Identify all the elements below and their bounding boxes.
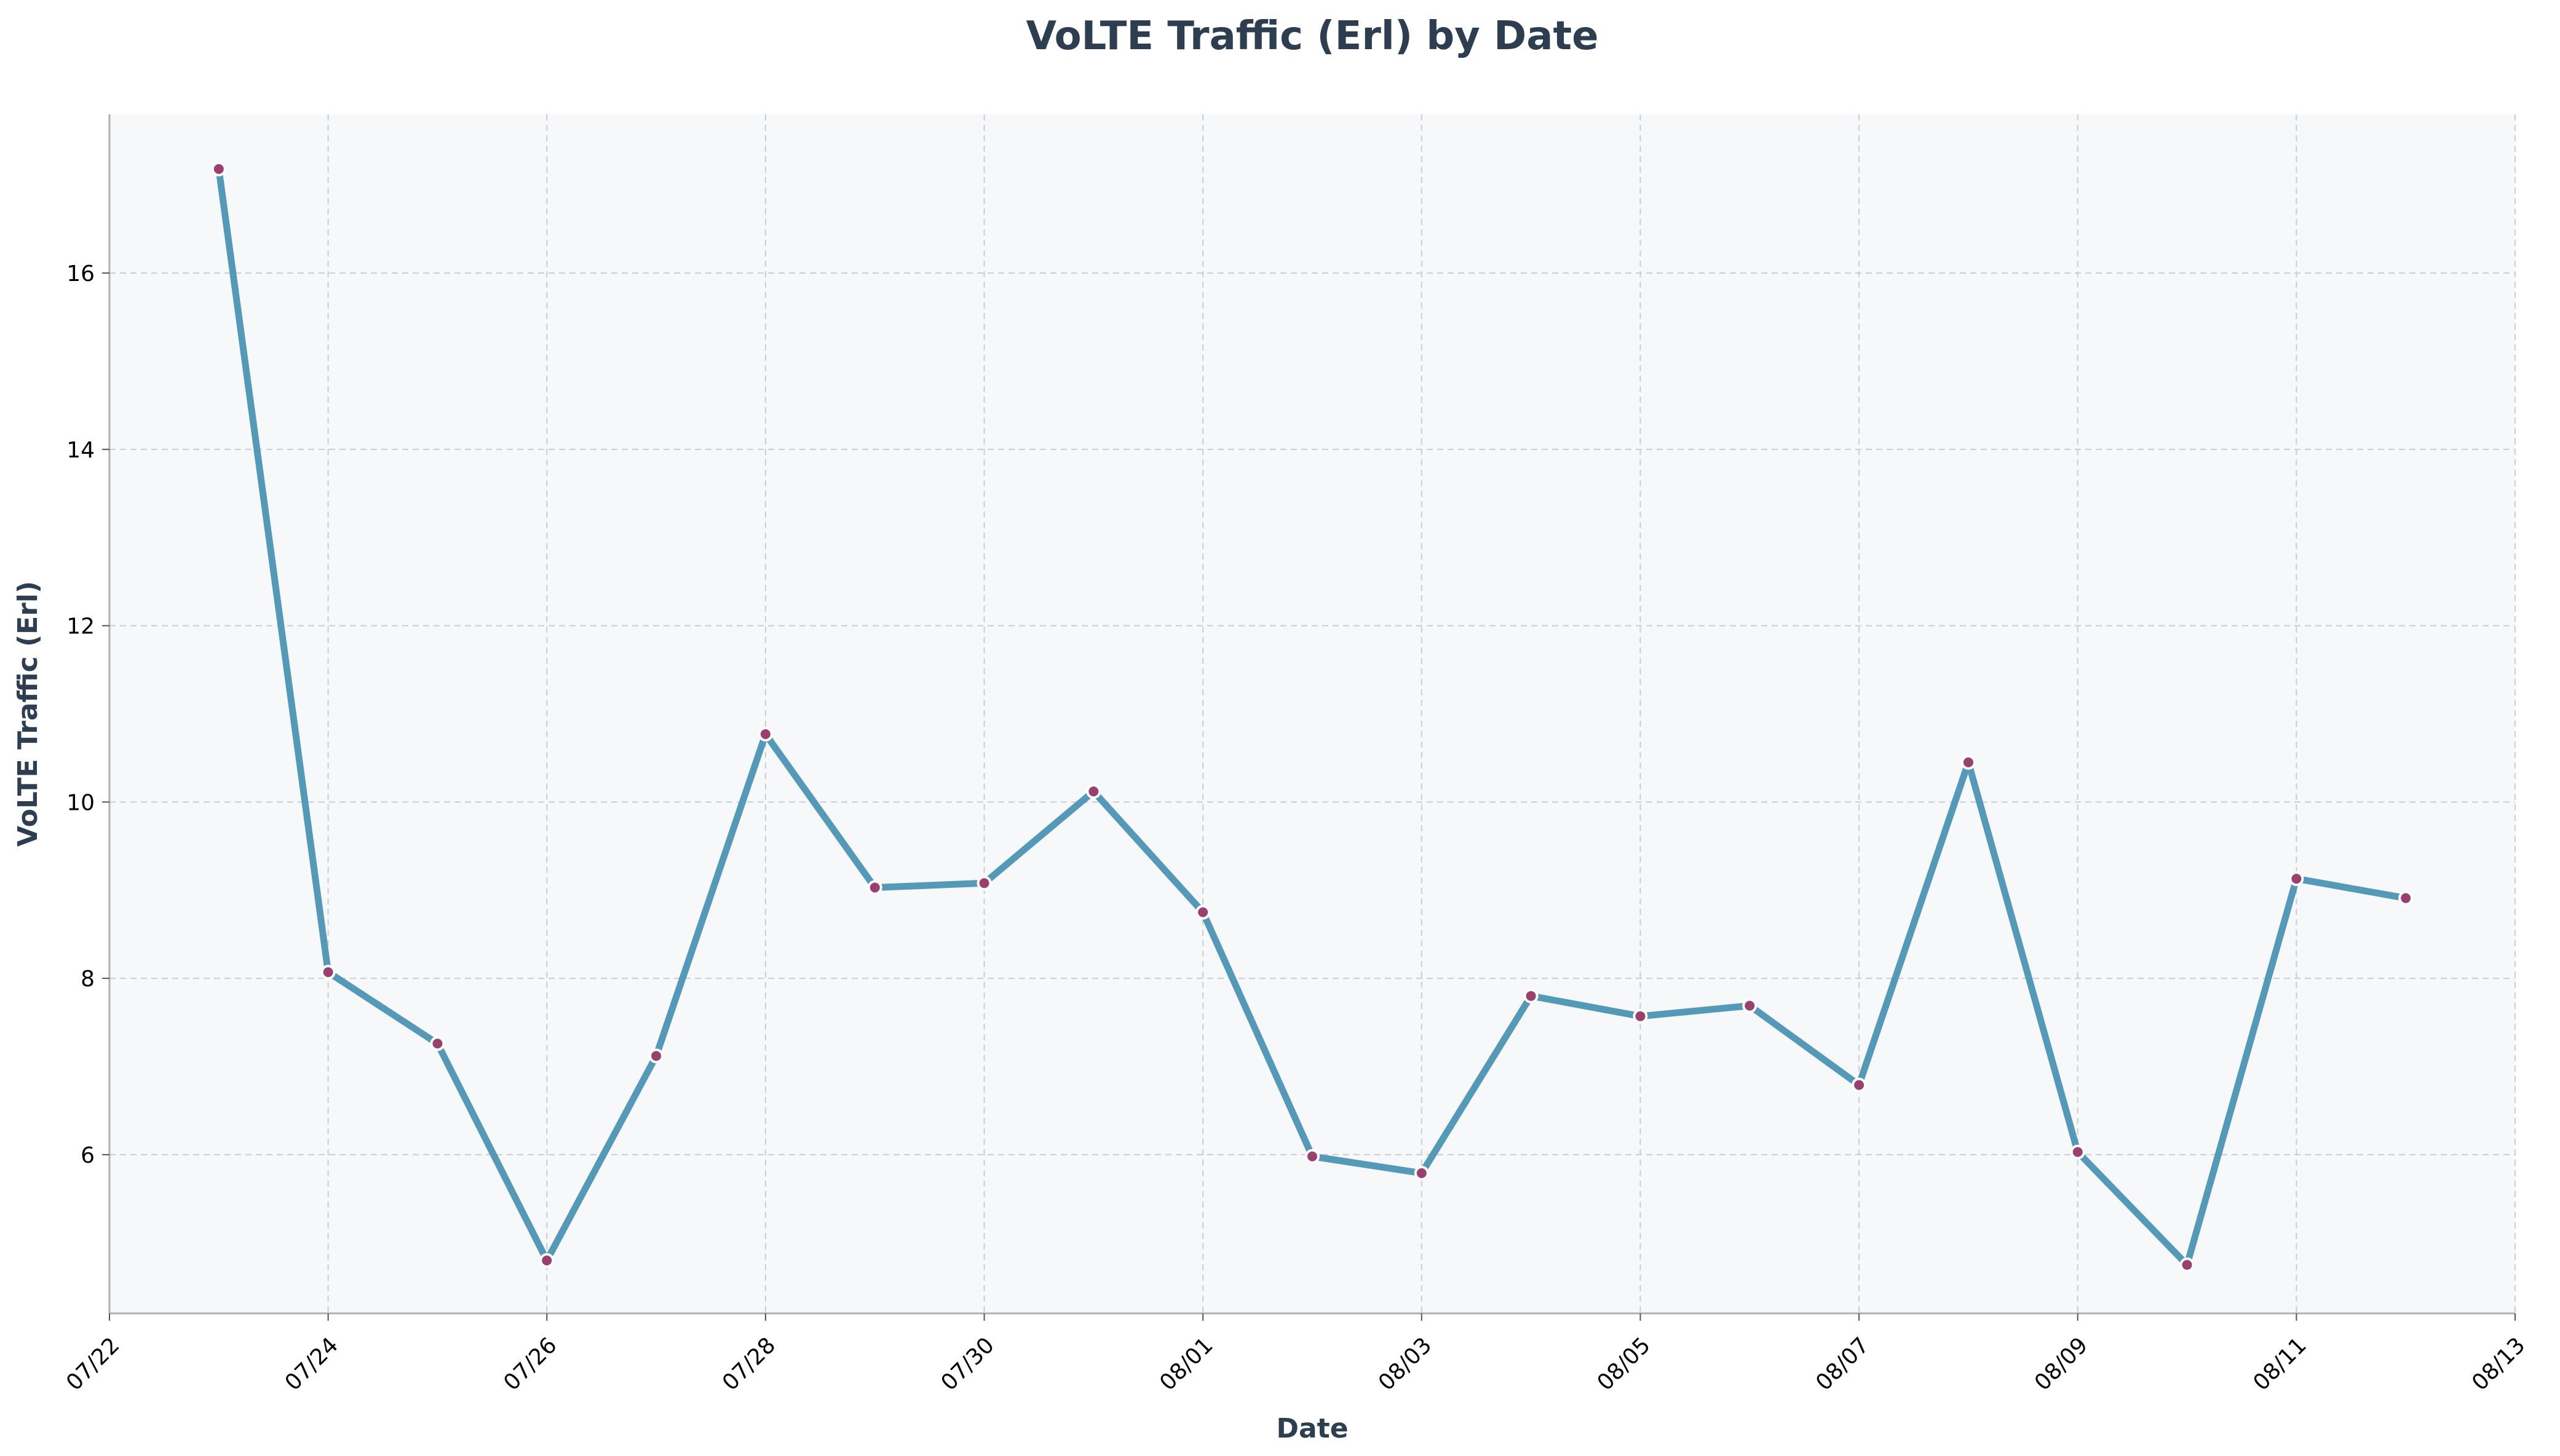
y-tick-label: 14 bbox=[66, 438, 95, 463]
data-point bbox=[2289, 871, 2304, 887]
data-point bbox=[2070, 1144, 2085, 1160]
data-point bbox=[758, 726, 773, 742]
data-points bbox=[211, 161, 2414, 1273]
x-tick-label: 08/03 bbox=[1374, 1332, 1437, 1395]
x-tick-label: 07/28 bbox=[718, 1332, 780, 1395]
y-tick-label: 12 bbox=[66, 614, 95, 639]
data-point bbox=[539, 1252, 555, 1268]
data-point bbox=[1414, 1166, 1429, 1181]
x-tick-label: 07/22 bbox=[61, 1332, 124, 1395]
data-point bbox=[867, 880, 882, 895]
y-tick-label: 16 bbox=[66, 261, 95, 287]
x-tick-label: 08/07 bbox=[1811, 1332, 1874, 1395]
x-tick-label: 08/11 bbox=[2248, 1332, 2311, 1395]
x-axis-title: Date bbox=[1276, 1413, 1348, 1444]
x-tick-label: 07/24 bbox=[280, 1332, 343, 1395]
x-tick-label: 08/09 bbox=[2030, 1332, 2093, 1395]
x-tick-label: 07/26 bbox=[499, 1332, 561, 1395]
y-ticks: 6 8 10 12 14 16 bbox=[66, 261, 109, 1168]
data-point bbox=[430, 1036, 445, 1051]
y-axis-title: VoLTE Traffic (Erl) bbox=[12, 581, 44, 847]
data-point bbox=[211, 161, 226, 176]
x-ticks: 07/22 07/24 07/26 07/28 07/30 08/01 08/03 08/05… bbox=[61, 1313, 2530, 1396]
y-tick-label: 8 bbox=[81, 967, 95, 992]
x-tick-label: 08/13 bbox=[2467, 1332, 2530, 1395]
x-tick-label: 07/30 bbox=[937, 1332, 999, 1395]
x-tick-label: 08/01 bbox=[1155, 1332, 1218, 1395]
data-point bbox=[1195, 904, 1211, 920]
data-point bbox=[649, 1048, 664, 1064]
chart-title: VoLTE Traffic (Erl) by Date bbox=[1026, 14, 1599, 59]
y-tick-label: 6 bbox=[81, 1143, 95, 1168]
data-point bbox=[1633, 1008, 1648, 1024]
data-point bbox=[1742, 998, 1758, 1013]
data-point bbox=[1086, 784, 1101, 799]
data-point bbox=[977, 876, 992, 891]
x-tick-label: 08/05 bbox=[1593, 1332, 1655, 1395]
data-point bbox=[1523, 988, 1539, 1003]
plot-background bbox=[109, 114, 2515, 1313]
data-point bbox=[2398, 890, 2414, 906]
y-tick-label: 10 bbox=[66, 790, 95, 815]
data-point bbox=[320, 965, 336, 980]
data-point bbox=[1852, 1077, 1867, 1093]
data-point bbox=[2179, 1257, 2195, 1273]
data-point bbox=[1305, 1149, 1320, 1164]
data-point bbox=[1960, 754, 1976, 770]
